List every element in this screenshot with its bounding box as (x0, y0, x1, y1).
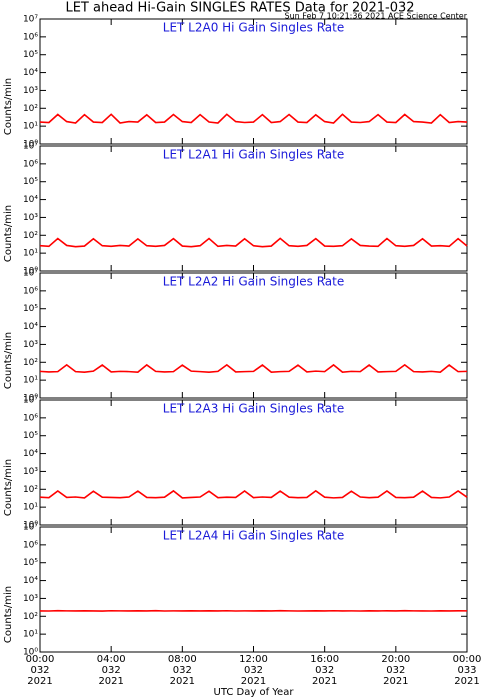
y-tick-label: 10⁴ (23, 68, 38, 78)
x-tick-label: 04:00 (97, 654, 126, 665)
y-tick-label: 10⁶ (23, 159, 38, 169)
y-tick-label: 10¹ (23, 630, 38, 640)
y-tick-label: 10⁴ (23, 449, 38, 459)
y-tick-label: 10³ (23, 340, 38, 350)
chart-subtitle: Sun Feb 7 10:21:36 2021 ACE Science Cent… (285, 12, 468, 21)
x-tick-label: 2021 (170, 676, 195, 687)
y-tick-label: 10¹ (23, 376, 38, 386)
y-tick-label: 10⁰ (23, 267, 38, 277)
data-line (39, 113, 468, 124)
x-tick-label: 2021 (312, 676, 337, 687)
x-tick-label: 00:00 (453, 654, 481, 665)
y-tick-label: 10¹ (23, 503, 38, 513)
x-tick-label: 2021 (98, 676, 123, 687)
panel-label: LET L2A2 Hi Gain Singles Rate (163, 275, 344, 289)
x-axis-label: UTC Day of Year (214, 687, 295, 698)
y-tick-label: 10² (23, 612, 38, 622)
x-tick-label: 2021 (454, 676, 479, 687)
plot-frame (39, 272, 468, 399)
y-axis-label: Counts/min (3, 205, 14, 262)
y-tick-label: 10⁷ (23, 142, 38, 152)
plot-frame (39, 526, 468, 653)
x-tick-label: 032 (30, 665, 49, 676)
y-tick-label: 10⁶ (23, 32, 38, 42)
y-tick-label: 10⁷ (23, 269, 38, 279)
y-axis-label: Counts/min (3, 332, 14, 389)
y-axis-label: Counts/min (3, 586, 14, 643)
y-tick-label: 10⁵ (23, 558, 38, 568)
plot-frame (39, 399, 468, 526)
panel-label: LET L2A3 Hi Gain Singles Rate (163, 402, 344, 416)
panel-label: LET L2A0 Hi Gain Singles Rate (163, 21, 344, 35)
plot-frame (39, 145, 468, 272)
x-tick-label: 16:00 (310, 654, 339, 665)
data-line (39, 237, 468, 248)
y-tick-label: 10⁵ (23, 304, 38, 314)
y-tick-label: 10³ (23, 213, 38, 223)
x-tick-label: 033 (457, 665, 476, 676)
panel-label: LET L2A1 Hi Gain Singles Rate (163, 148, 344, 162)
x-tick-label: 032 (173, 665, 192, 676)
x-tick-label: 2021 (241, 676, 266, 687)
y-tick-label: 10⁵ (23, 177, 38, 187)
data-line (39, 489, 468, 499)
y-tick-label: 10⁷ (23, 396, 38, 406)
x-tick-label: 032 (386, 665, 405, 676)
y-tick-label: 10⁵ (23, 50, 38, 60)
y-tick-label: 10¹ (23, 249, 38, 259)
y-tick-label: 10⁷ (23, 523, 38, 533)
x-tick-label: 20:00 (381, 654, 410, 665)
y-axis-label: Counts/min (3, 459, 14, 516)
x-tick-label: 2021 (383, 676, 408, 687)
y-tick-label: 10⁰ (23, 394, 38, 404)
y-tick-label: 10⁴ (23, 322, 38, 332)
data-line (39, 363, 468, 373)
chart-title: LET ahead Hi-Gain SINGLES RATES Data for… (65, 1, 414, 16)
y-tick-label: 10⁶ (23, 413, 38, 423)
y-tick-label: 10³ (23, 467, 38, 477)
y-tick-label: 10² (23, 104, 38, 114)
y-tick-label: 10⁵ (23, 431, 38, 441)
x-tick-label: 032 (315, 665, 334, 676)
plot-frame (39, 18, 468, 145)
x-tick-label: 12:00 (239, 654, 268, 665)
y-tick-label: 10⁴ (23, 576, 38, 586)
y-tick-label: 10⁰ (23, 140, 38, 150)
y-tick-label: 10⁰ (23, 648, 38, 658)
x-tick-label: 2021 (27, 676, 52, 687)
y-tick-label: 10⁶ (23, 540, 38, 550)
y-tick-label: 10³ (23, 86, 38, 96)
y-tick-label: 10² (23, 358, 38, 368)
x-tick-label: 00:00 (26, 654, 55, 665)
y-tick-label: 10¹ (23, 122, 38, 132)
y-tick-label: 10⁴ (23, 195, 38, 205)
x-tick-label: 032 (244, 665, 263, 676)
y-tick-label: 10² (23, 485, 38, 495)
y-axis-label: Counts/min (3, 78, 14, 135)
y-tick-label: 10⁰ (23, 521, 38, 531)
y-tick-label: 10⁶ (23, 286, 38, 296)
x-tick-label: 032 (102, 665, 121, 676)
y-tick-label: 10³ (23, 594, 38, 604)
y-tick-label: 10⁷ (23, 15, 38, 25)
y-tick-label: 10² (23, 231, 38, 241)
panel-label: LET L2A4 Hi Gain Singles Rate (163, 529, 344, 543)
x-tick-label: 08:00 (168, 654, 197, 665)
